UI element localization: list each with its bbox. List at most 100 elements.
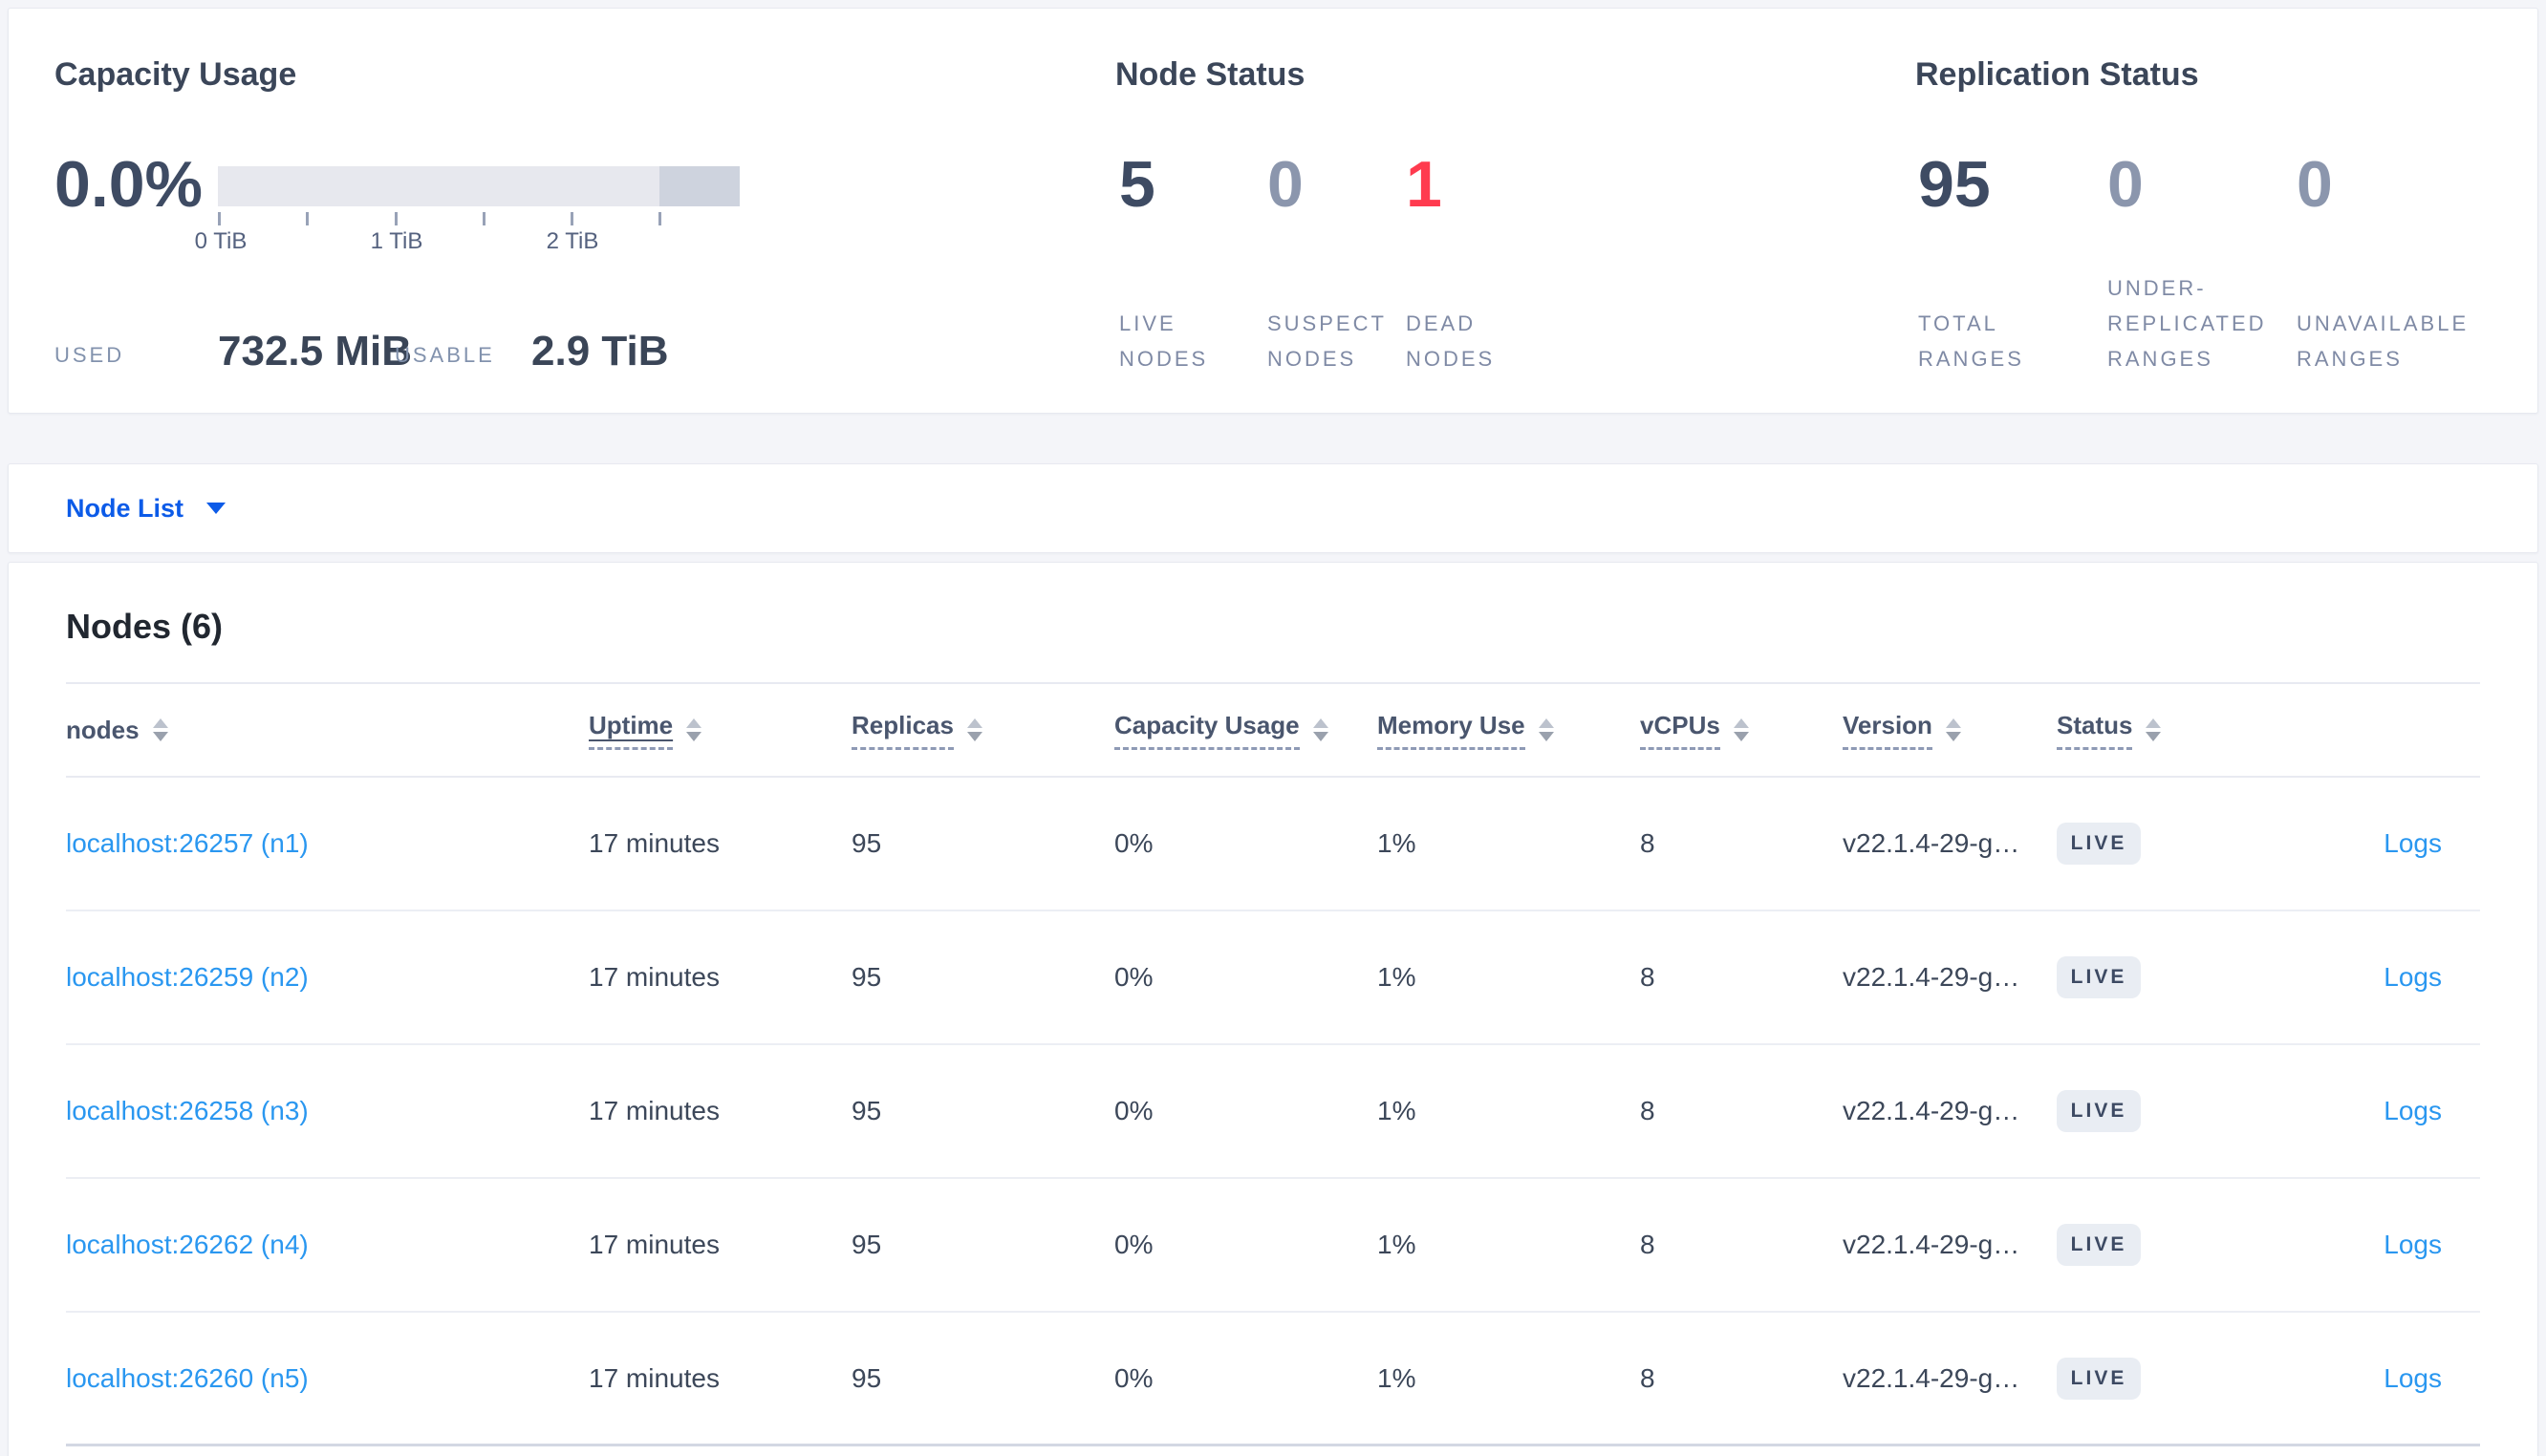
status-badge: LIVE <box>2057 1357 2141 1400</box>
table-header-row: nodes Uptime Replicas Capacity Usage Mem… <box>66 682 2480 778</box>
replicas-cell: 95 <box>852 962 882 992</box>
sort-icon <box>1945 718 1961 741</box>
capacity-usage-bar <box>218 166 740 206</box>
logs-link[interactable]: Logs <box>2384 1230 2442 1259</box>
axis-tick <box>395 212 398 225</box>
capacity-percent: 0.0% <box>54 148 203 221</box>
column-header-version[interactable]: Version <box>1843 711 2057 750</box>
suspect-nodes-value: 0 <box>1267 148 1304 221</box>
memory-use-cell: 1% <box>1377 1230 1416 1259</box>
memory-use-cell: 1% <box>1377 1362 1416 1393</box>
total-ranges-value: 95 <box>1918 148 1991 221</box>
live-nodes-label: LIVE NODES <box>1119 311 1209 371</box>
under-replicated-ranges-value: 0 <box>2107 148 2144 221</box>
axis-tick <box>658 212 661 225</box>
replication-status-title: Replication Status <box>1915 56 2199 93</box>
axis-tick <box>483 212 485 225</box>
sort-icon <box>966 718 982 741</box>
node-link[interactable]: localhost:26262 (n4) <box>66 1230 309 1259</box>
memory-use-cell: 1% <box>1377 828 1416 858</box>
live-nodes-stat: 5 LIVE NODES <box>1119 9 1253 415</box>
memory-use-cell: 1% <box>1377 962 1416 992</box>
version-cell: v22.1.4-29-g… <box>1843 1230 2020 1259</box>
unavailable-ranges-stat: 0 UNAVAILABLE RANGES <box>2297 9 2497 415</box>
dead-nodes-label: DEAD NODES <box>1406 311 1496 371</box>
logs-link[interactable]: Logs <box>2384 962 2442 992</box>
column-header-nodes[interactable]: nodes <box>66 716 589 745</box>
total-ranges-stat: 95 TOTAL RANGES <box>1918 9 2100 415</box>
used-value: 732.5 MiB <box>218 328 412 375</box>
dead-nodes-stat: 1 DEAD NODES <box>1406 9 1540 415</box>
capacity-bar-extra-segment <box>659 166 740 206</box>
chevron-down-icon <box>206 503 227 514</box>
column-header-uptime[interactable]: Uptime <box>589 711 852 750</box>
suspect-nodes-stat: 0 SUSPECT NODES <box>1267 9 1401 415</box>
status-cell: LIVE <box>2057 1224 2278 1266</box>
column-header-vcpus[interactable]: vCPUs <box>1640 711 1843 750</box>
status-cell: LIVE <box>2057 1090 2278 1132</box>
cluster-summary-card: Capacity Usage 0.0% 0 TiB 1 TiB 2 TiB US… <box>8 8 2538 414</box>
nodes-table-title: Nodes (6) <box>66 606 224 646</box>
uptime-cell: 17 minutes <box>589 1362 720 1393</box>
usable-label: USABLE <box>395 343 495 367</box>
table-row: localhost:26257 (n1) 17 minutes 95 0% 1%… <box>66 778 2480 911</box>
status-badge: LIVE <box>2057 1090 2141 1132</box>
status-cell: LIVE <box>2057 956 2278 998</box>
suspect-nodes-label: SUSPECT NODES <box>1267 311 1387 371</box>
vcpus-cell: 8 <box>1640 1096 1655 1125</box>
column-header-memory-use[interactable]: Memory Use <box>1377 711 1640 750</box>
capacity-usage-cell: 0% <box>1114 1362 1154 1393</box>
logs-link[interactable]: Logs <box>2384 828 2442 858</box>
vcpus-cell: 8 <box>1640 828 1655 858</box>
version-cell: v22.1.4-29-g… <box>1843 1096 2020 1125</box>
version-cell: v22.1.4-29-g… <box>1843 962 2020 992</box>
uptime-cell: 17 minutes <box>589 1096 720 1125</box>
capacity-used-row: USED 732.5 MiB USABLE 2.9 TiB <box>9 324 2537 377</box>
axis-tick <box>218 212 221 225</box>
view-selector-bar: Node List <box>8 463 2538 553</box>
capacity-usage-title: Capacity Usage <box>54 56 297 93</box>
axis-tick-label: 2 TiB <box>546 228 599 254</box>
logs-link[interactable]: Logs <box>2384 1096 2442 1125</box>
usable-value: 2.9 TiB <box>531 328 669 375</box>
capacity-bar-usable-segment <box>218 166 659 206</box>
status-badge: LIVE <box>2057 1224 2141 1266</box>
status-cell: LIVE <box>2057 1357 2278 1400</box>
column-header-status[interactable]: Status <box>2057 711 2278 750</box>
sort-icon <box>1733 718 1749 741</box>
sort-icon <box>1312 718 1328 741</box>
axis-tick <box>571 212 573 225</box>
sort-icon <box>2146 718 2162 741</box>
axis-tick <box>306 212 309 225</box>
node-link[interactable]: localhost:26257 (n1) <box>66 828 309 858</box>
sort-icon <box>152 718 168 741</box>
view-selector-dropdown[interactable]: Node List <box>66 494 227 524</box>
replicas-cell: 95 <box>852 1096 882 1125</box>
dead-nodes-value: 1 <box>1406 148 1442 221</box>
column-header-replicas[interactable]: Replicas <box>852 711 1114 750</box>
table-row: localhost:26259 (n2) 17 minutes 95 0% 1%… <box>66 911 2480 1045</box>
used-label: USED <box>54 343 125 367</box>
unavailable-ranges-label: UNAVAILABLE RANGES <box>2297 311 2470 371</box>
memory-use-cell: 1% <box>1377 1096 1416 1125</box>
node-list-card: Nodes (6) nodes Uptime Replicas Capacity… <box>8 562 2538 1456</box>
capacity-usage-cell: 0% <box>1114 828 1154 858</box>
unavailable-ranges-value: 0 <box>2297 148 2333 221</box>
node-link[interactable]: localhost:26260 (n5) <box>66 1362 309 1393</box>
total-ranges-label: TOTAL RANGES <box>1918 311 2024 371</box>
under-replicated-ranges-stat: 0 UNDER- REPLICATED RANGES <box>2107 9 2289 415</box>
capacity-usage-cell: 0% <box>1114 1096 1154 1125</box>
node-link[interactable]: localhost:26259 (n2) <box>66 962 309 992</box>
status-badge: LIVE <box>2057 956 2141 998</box>
capacity-usage-cell: 0% <box>1114 962 1154 992</box>
node-link[interactable]: localhost:26258 (n3) <box>66 1096 309 1125</box>
live-nodes-value: 5 <box>1119 148 1155 221</box>
column-header-capacity-usage[interactable]: Capacity Usage <box>1114 711 1377 750</box>
axis-tick-label: 0 TiB <box>194 228 248 254</box>
uptime-cell: 17 minutes <box>589 828 720 858</box>
vcpus-cell: 8 <box>1640 1230 1655 1259</box>
table-row: localhost:26262 (n4) 17 minutes 95 0% 1%… <box>66 1179 2480 1313</box>
table-row: localhost:26260 (n5) 17 minutes 95 0% 1%… <box>66 1313 2480 1446</box>
replicas-cell: 95 <box>852 1362 882 1393</box>
logs-link[interactable]: Logs <box>2384 1362 2442 1393</box>
